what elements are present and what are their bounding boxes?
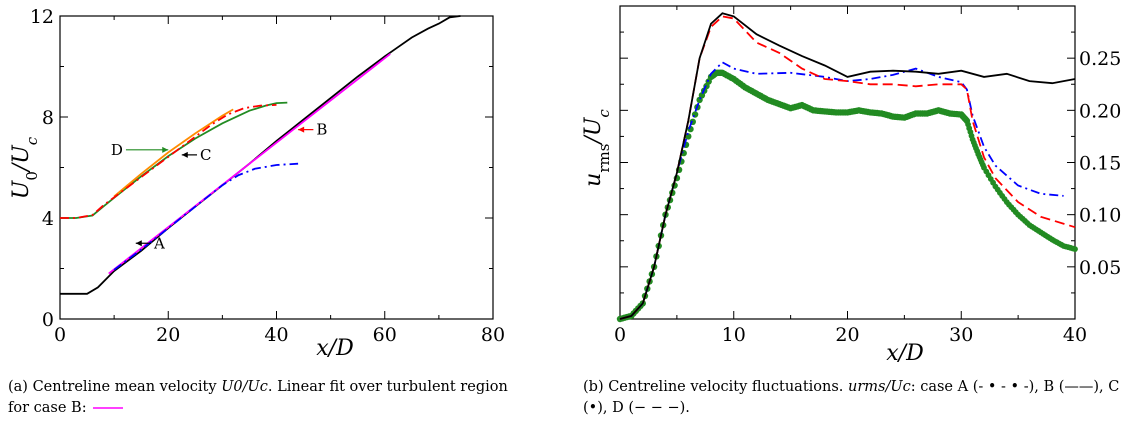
caption-b-prefix: (b) Centreline velocity fluctuations. <box>583 379 849 395</box>
b-series-D <box>619 15 1076 320</box>
a-ytick-label: 0 <box>42 309 54 331</box>
a-xtick-label: 20 <box>156 324 180 346</box>
panel-b-frame <box>619 5 1076 320</box>
a-series-B <box>60 15 461 295</box>
a-xtick-label: 40 <box>264 324 288 346</box>
a-ytick-label: 12 <box>30 6 54 28</box>
b-series-C <box>616 69 1078 323</box>
b-ytick-label: 0.05 <box>1079 257 1121 279</box>
a-xtick-label: 0 <box>54 324 66 346</box>
panel-a-chart: 0 20 40 60 80 0 4 8 12 A B C D x/D U0/Uc <box>9 6 505 361</box>
b-point-C <box>1072 246 1078 252</box>
panel-b-ylabel: urms/Uc <box>581 109 613 187</box>
panel-a-ticks: 0 20 40 60 80 0 4 8 12 <box>30 6 505 346</box>
b-xtick-label: 40 <box>1063 324 1087 346</box>
a-annotation-B: B <box>316 121 327 139</box>
a-annotation-A: A <box>153 234 165 252</box>
panel-b-series <box>616 12 1078 323</box>
a-series-C-orange <box>113 108 234 198</box>
b-series-B <box>619 12 1076 320</box>
caption-a-prefix: (a) Centreline mean velocity <box>8 379 222 395</box>
caption-b-suffix: : case A (- • - • -), B (——), C (•), D (… <box>583 379 1120 416</box>
caption-b-math: urms/Uc <box>848 379 911 395</box>
caption-a: (a) Centreline mean velocity U0/Uc. Line… <box>8 377 528 419</box>
a-annotation-D: D <box>111 141 123 159</box>
a-annotation-arrow-head <box>135 240 142 247</box>
b-xtick-label: 0 <box>614 324 626 346</box>
a-annotation-C: C <box>200 146 211 164</box>
a-annotation-arrow-head <box>181 151 188 158</box>
panel-a-ylabel: U0/Uc <box>9 136 41 199</box>
b-xtick-label: 30 <box>949 324 973 346</box>
a-xtick-label: 80 <box>481 324 505 346</box>
caption-b: (b) Centreline velocity fluctuations. ur… <box>583 377 1138 419</box>
b-ytick-label: 0.20 <box>1079 100 1121 122</box>
a-annotation-arrow-head <box>162 146 169 153</box>
b-ytick-label: 0.25 <box>1079 48 1121 70</box>
panel-a-xlabel: x/D <box>316 336 354 361</box>
b-ytick-label: 0.15 <box>1079 153 1121 175</box>
b-xtick-label: 10 <box>722 324 746 346</box>
panel-b-chart: 0 10 20 30 40 0.05 0.10 0.15 0.20 0.25 x/D urms/U… <box>581 5 1121 366</box>
a-series-A <box>113 162 299 271</box>
a-xtick-label: 60 <box>373 324 397 346</box>
b-xtick-label: 20 <box>835 324 859 346</box>
caption-a-fit-swatch <box>93 407 124 409</box>
panel-a-frame <box>59 15 494 320</box>
a-annotation-arrow-head <box>298 126 305 133</box>
panel-a-annotations: A B C D <box>111 121 328 253</box>
b-ytick-label: 0.10 <box>1079 205 1121 227</box>
panel-a-series <box>60 15 461 295</box>
a-series-fit <box>108 53 391 275</box>
panel-b-ticks: 0 10 20 30 40 0.05 0.10 0.15 0.20 0.25 <box>614 6 1121 346</box>
a-ytick-label: 4 <box>42 208 54 230</box>
caption-a-math: U0/Uc <box>221 379 268 395</box>
panel-b-xlabel: x/D <box>886 341 924 366</box>
caption-a-suffix: . Linear fit over turbulent region for c… <box>8 379 508 416</box>
a-ytick-label: 8 <box>42 107 54 129</box>
a-series-D <box>60 104 277 219</box>
